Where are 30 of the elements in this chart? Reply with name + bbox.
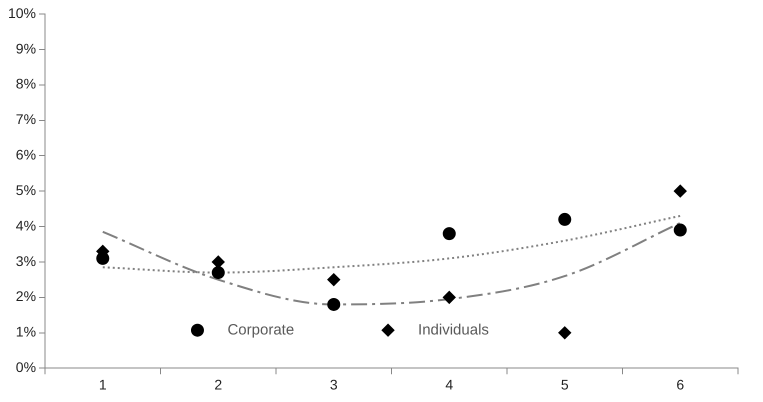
x-tick-label: 2 <box>214 376 222 392</box>
point <box>327 273 340 286</box>
x-tick-label: 6 <box>676 376 684 392</box>
point <box>212 266 225 280</box>
y-tick-label: 10% <box>8 4 36 21</box>
point <box>558 326 572 340</box>
x-tick-label: 5 <box>560 376 569 392</box>
y-tick-label: 9% <box>16 40 36 56</box>
y-tick-label: 1% <box>16 324 36 340</box>
point <box>212 255 225 268</box>
point <box>96 252 110 265</box>
x-tick-label: 1 <box>98 376 107 392</box>
x-tick-label: 3 <box>330 376 338 392</box>
point <box>442 290 456 304</box>
y-tick-label: 2% <box>16 288 36 304</box>
point <box>674 224 687 237</box>
legend-label: Individuals <box>418 321 489 338</box>
y-tick-label: 8% <box>16 76 36 92</box>
point <box>327 298 340 311</box>
x-tick-label: 4 <box>445 376 454 392</box>
y-tick-label: 3% <box>16 252 36 269</box>
point <box>674 184 687 198</box>
y-tick-label: 6% <box>16 146 36 163</box>
y-tick-label: 0% <box>16 359 36 376</box>
point <box>442 227 456 240</box>
y-tick-label: 4% <box>16 217 36 234</box>
y-tick-label: 5% <box>16 182 36 198</box>
point <box>558 212 572 226</box>
y-tick-label: 7% <box>16 111 36 128</box>
legend-label: Corporate <box>227 321 294 338</box>
